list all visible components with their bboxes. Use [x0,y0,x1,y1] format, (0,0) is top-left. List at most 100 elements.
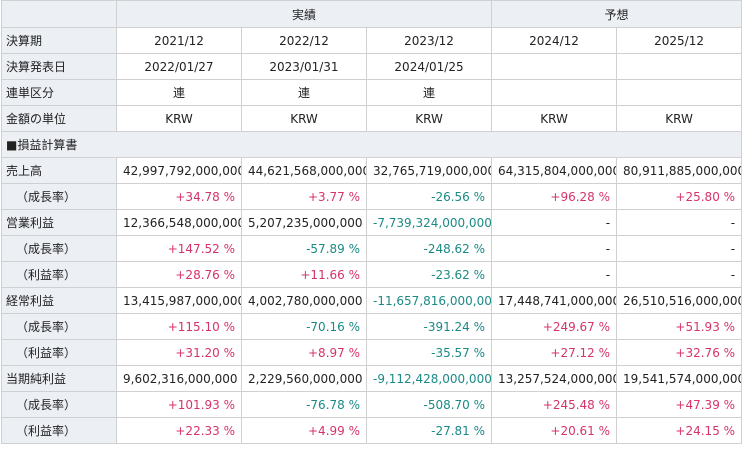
value-cell: +147.52 % [116,235,242,262]
value-cell: 2023/01/31 [241,53,367,80]
row-label: （成長率） [1,391,117,418]
value-cell: - [491,209,618,236]
corner-cell [1,0,117,28]
period-type-header-row: 実績 予想 [1,0,742,28]
ratio-row: （利益率） +31.20 % +8.97 % -35.57 % +27.12 % +32.… [1,339,742,366]
value-cell: -26.56 % [365,183,493,210]
value-cell: 9,602,316,000,000 [116,365,242,392]
value-cell: +245.48 % [491,391,618,418]
value-cell: +25.80 % [616,183,742,210]
value-cell: -248.62 % [365,235,493,262]
section-title: ■損益計算書 [0,131,742,158]
value-cell: +32.76 % [616,339,742,366]
ratio-row: （利益率） +22.33 % +4.99 % -27.81 % +20.61 % +24.… [1,417,742,444]
value-cell: 64,315,804,000,000 [491,157,618,184]
value-cell: 26,510,516,000,000 [616,287,742,314]
value-cell: 4,002,780,000,000 [241,287,367,314]
row-label: 売上高 [1,157,117,184]
row-label: 決算発表日 [1,53,117,80]
value-cell: +22.33 % [116,417,242,444]
value-cell [491,79,618,106]
value-cell: KRW [116,105,242,132]
value-cell: 連 [116,79,242,106]
row-label: 当期純利益 [1,365,117,392]
row-label: 営業利益 [1,209,117,236]
value-cell: -508.70 % [365,391,493,418]
value-cell: 2024/01/25 [365,53,493,80]
row-label: （成長率） [1,235,117,262]
value-cell: - [616,261,742,288]
meta-row: 決算発表日 2022/01/27 2023/01/31 2024/01/25 [1,53,742,80]
row-label: （成長率） [1,313,117,340]
value-cell: 連 [365,79,493,106]
value-cell: 32,765,719,000,000 [365,157,493,184]
value-cell: 19,541,574,000,000 [616,365,742,392]
actual-header: 実績 [115,0,493,28]
value-cell: +31.20 % [116,339,242,366]
value-cell: +47.39 % [616,391,742,418]
meta-row: 連単区分連連連 [1,79,742,106]
row-label: 連単区分 [1,79,117,106]
value-cell: -9,112,428,000,000 [365,365,493,392]
value-cell: 2025/12 [616,27,742,54]
value-cell: - [616,209,742,236]
row-label: （利益率） [1,339,117,366]
ratio-row: （利益率） +28.76 % +11.66 % -23.62 % - - [1,261,742,288]
value-cell: +8.97 % [241,339,367,366]
value-cell: +3.77 % [241,183,367,210]
value-cell: 2023/12 [365,27,493,54]
row-label: 金額の単位 [1,105,117,132]
value-cell [616,79,742,106]
value-cell: KRW [365,105,493,132]
value-cell: +51.93 % [616,313,742,340]
value-cell: -11,657,816,000,000 [365,287,493,314]
value-cell: 13,415,987,000,000 [116,287,242,314]
value-cell: +249.67 % [491,313,618,340]
value-cell: KRW [491,105,618,132]
value-cell: -57.89 % [241,235,367,262]
value-cell: -70.16 % [241,313,367,340]
value-cell: 44,621,568,000,000 [241,157,367,184]
value-cell: 2022/12 [241,27,367,54]
metric-row: 経常利益 13,415,987,000,000 4,002,780,000,000-… [1,287,742,314]
value-cell: -391.24 % [365,313,493,340]
row-label: （利益率） [1,417,117,444]
value-cell: 17,448,741,000,000 [491,287,618,314]
value-cell: +34.78 % [116,183,242,210]
ratio-row: （成長率） +101.93 % -76.78 % -508.70 % +245.48 %… [1,391,742,418]
value-cell: 42,997,792,000,000 [116,157,242,184]
value-cell: 13,257,524,000,000 [491,365,618,392]
value-cell: - [491,235,618,262]
value-cell [616,53,742,80]
value-cell: KRW [616,105,742,132]
row-label: 決算期 [1,27,117,54]
ratio-row: （成長率） +147.52 % -57.89 % -248.62 % - - [1,235,742,262]
section-row: ■損益計算書 [0,131,742,158]
value-cell: 12,366,548,000,000 [116,209,242,236]
metric-row: 当期純利益 9,602,316,000,000 2,229,560,000,000-… [1,365,742,392]
value-cell: 2024/12 [491,27,618,54]
value-cell: 2021/12 [116,27,242,54]
value-cell: +20.61 % [491,417,618,444]
value-cell: +115.10 % [116,313,242,340]
value-cell: -76.78 % [241,391,367,418]
value-cell: +27.12 % [491,339,618,366]
value-cell: KRW [241,105,367,132]
value-cell: 5,207,235,000,000 [241,209,367,236]
value-cell: +96.28 % [491,183,618,210]
financial-table: 実績 予想 決算期 2021/12 2022/12 2023/12 2024/12 202… [0,0,742,444]
value-cell: +4.99 % [241,417,367,444]
value-cell: 80,911,885,000,000 [616,157,742,184]
row-label: （利益率） [1,261,117,288]
value-cell: 2022/01/27 [116,53,242,80]
value-cell: -23.62 % [365,261,493,288]
value-cell: - [616,235,742,262]
value-cell: +28.76 % [116,261,242,288]
value-cell: - [491,261,618,288]
value-cell: -27.81 % [365,417,493,444]
ratio-row: （成長率） +34.78 % +3.77 % -26.56 % +96.28 % +25.… [1,183,742,210]
row-label: （成長率） [1,183,117,210]
value-cell: +11.66 % [241,261,367,288]
value-cell: +24.15 % [616,417,742,444]
forecast-header: 予想 [491,0,742,28]
